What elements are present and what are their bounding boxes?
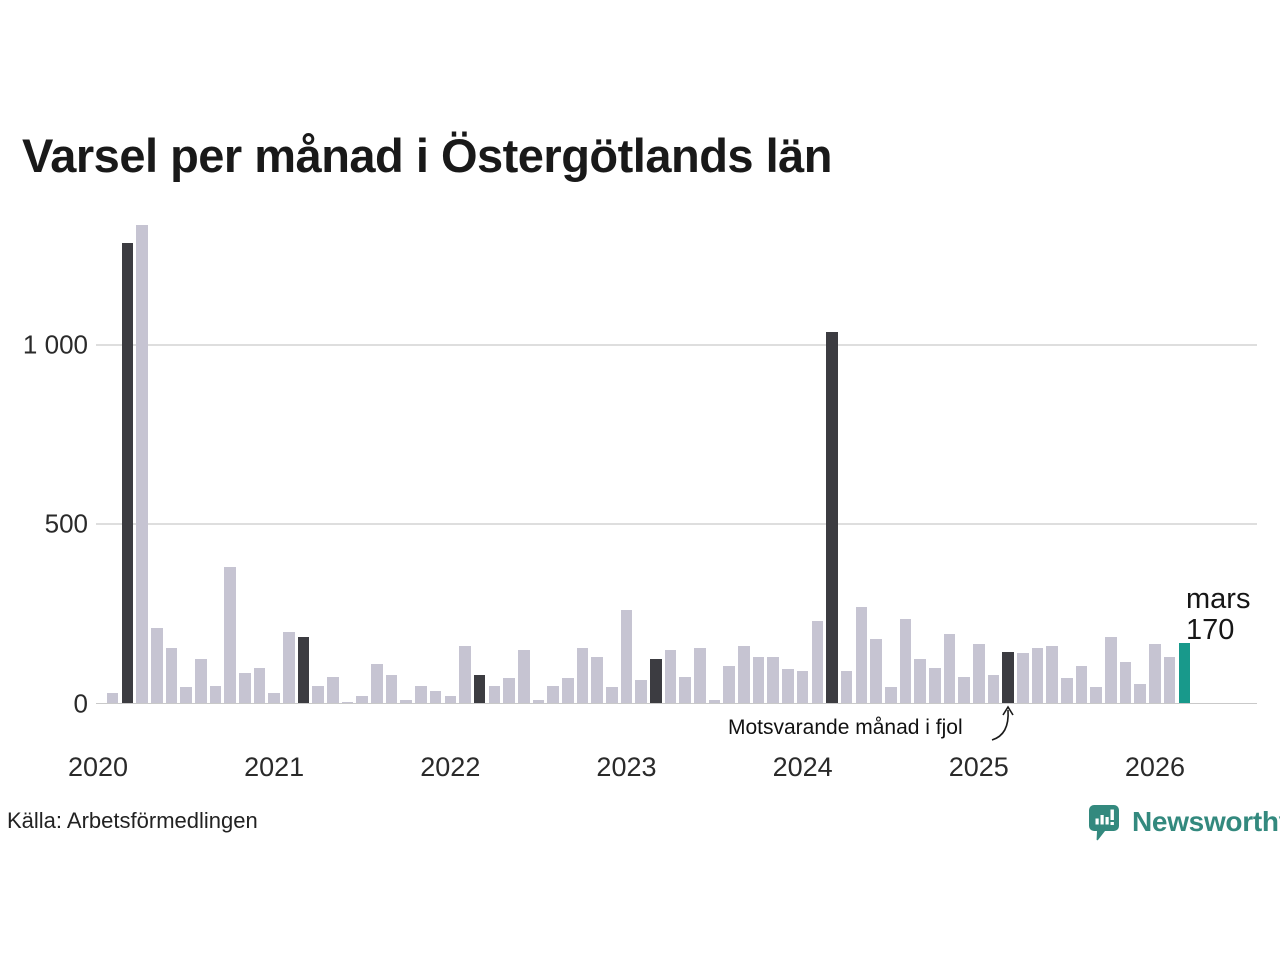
bar-2022-08: [547, 685, 559, 704]
bar-2022-01: [444, 696, 457, 704]
bar-2022-07: [532, 699, 545, 704]
bar-2021-03: [297, 637, 310, 704]
bar-2024-12: [958, 676, 970, 704]
bar-2023-08: [723, 665, 736, 704]
page-title: Varsel per månad i Östergötlands län: [22, 129, 833, 182]
bar-2020-07: [180, 687, 192, 704]
y-axis-tick-label: 0: [73, 688, 88, 718]
bar-2023-07: [708, 699, 721, 704]
bar-2025-12: [1134, 683, 1147, 704]
bar-2024-03: [826, 332, 838, 704]
bar-2024-07: [884, 687, 897, 704]
bar-2021-12: [429, 690, 442, 704]
bar-2022-11: [591, 656, 603, 704]
x-axis-year-label-2023: 2023: [596, 752, 657, 782]
x-axis-year-label-2021: 2021: [244, 752, 305, 782]
bar-2021-02: [283, 631, 295, 704]
bar-2023-09: [738, 646, 750, 704]
current-month-label: mars 170: [1186, 584, 1250, 646]
bar-2023-11: [767, 656, 780, 704]
bar-2023-01: [620, 610, 633, 704]
bar-2023-12: [782, 669, 794, 704]
annotation-label: Motsvarande månad i fjol: [728, 716, 963, 739]
bar-2020-08: [194, 658, 207, 704]
y-axis-tick-label: 500: [44, 508, 88, 539]
bar-2024-10: [928, 667, 941, 704]
branding-wordmark: Newsworthy: [1132, 806, 1280, 837]
y-axis-tick-label: 1 000: [22, 329, 88, 360]
bar-2024-11: [943, 633, 956, 704]
x-axis-year-label-2026: 2026: [1124, 752, 1185, 782]
gridline-0: [96, 702, 1257, 705]
x-axis-year-label-2022: 2022: [420, 752, 481, 782]
bar-2025-01: [973, 644, 985, 704]
bar-2020-05: [150, 628, 163, 704]
gridline-1000: [96, 344, 1257, 346]
bar-2022-02: [459, 646, 471, 704]
bar-2022-12: [606, 687, 618, 704]
bar-2020-11: [239, 673, 251, 704]
bar-2021-10: [400, 699, 413, 704]
bar-2022-09: [561, 678, 574, 704]
current-month-value: 170: [1186, 614, 1235, 646]
bar-2025-04: [1017, 653, 1029, 704]
x-axis-year-label-2025: 2025: [948, 752, 1009, 782]
bar-2021-05: [327, 676, 339, 704]
x-axis-year-label-2020: 2020: [67, 752, 129, 782]
bar-2020-10: [224, 567, 236, 704]
bar-2023-10: [752, 656, 765, 704]
bar-2024-02: [811, 621, 824, 704]
bar-2024-09: [914, 658, 926, 704]
bar-2026-01: [1149, 644, 1161, 704]
bar-2022-04: [488, 685, 501, 704]
gridline-500: [96, 523, 1257, 525]
bar-2020-02: [106, 692, 119, 704]
bar-2024-01: [796, 671, 809, 704]
bar-2024-06: [870, 638, 882, 704]
bar-2023-02: [635, 680, 647, 704]
bar-2025-07: [1061, 678, 1073, 704]
bar-2025-03: [1002, 651, 1014, 704]
bar-2025-11: [1119, 662, 1132, 704]
branding: Newsworthy: [1088, 804, 1280, 844]
newsworthy-logo-icon: [1089, 805, 1119, 841]
bar-2020-03: [121, 242, 134, 704]
bar-2025-10: [1105, 637, 1117, 704]
bar-2021-11: [415, 685, 427, 704]
bar-2020-12: [253, 667, 266, 704]
bar-2025-02: [987, 674, 1000, 704]
bar-2020-04: [136, 224, 148, 704]
bar-2023-03: [650, 658, 662, 704]
bar-2021-08: [371, 664, 383, 704]
bar-2020-06: [165, 647, 178, 704]
bar-2021-07: [356, 696, 369, 704]
bar-2024-04: [840, 671, 853, 704]
bar-2022-10: [576, 647, 589, 704]
bar-2024-05: [855, 606, 868, 704]
bar-2026-03: [1178, 642, 1191, 704]
annotation-arrow-icon: [991, 705, 1014, 741]
bar-2021-04: [312, 685, 324, 704]
bar-2022-05: [503, 678, 515, 704]
bar-2023-06: [694, 647, 706, 704]
bar-2021-06: [341, 701, 354, 704]
bar-2026-02: [1163, 656, 1176, 704]
bar-2020-09: [209, 685, 222, 704]
bar-2021-09: [385, 674, 398, 704]
bar-2022-06: [517, 649, 530, 704]
bar-2023-05: [679, 676, 691, 704]
current-month-name: mars: [1186, 583, 1251, 615]
bar-2023-04: [664, 649, 677, 704]
bar-2021-01: [268, 692, 280, 704]
source-note: Källa: Arbetsförmedlingen: [7, 808, 258, 833]
bar-2025-08: [1075, 665, 1088, 704]
bar-2025-06: [1046, 646, 1058, 704]
bar-2025-05: [1031, 647, 1044, 704]
x-axis-year-label-2024: 2024: [772, 752, 833, 782]
bar-2025-09: [1090, 687, 1103, 704]
bar-2024-08: [899, 619, 912, 704]
bar-2022-03: [473, 674, 486, 704]
